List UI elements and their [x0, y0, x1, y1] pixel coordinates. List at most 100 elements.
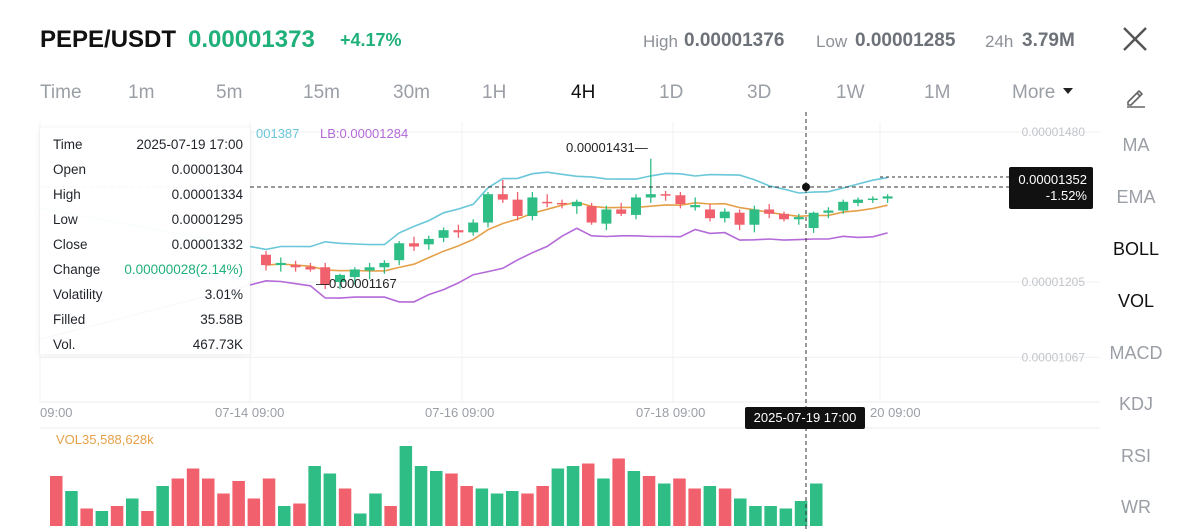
tab-4h[interactable]: 4H — [571, 82, 596, 103]
candle-body — [394, 243, 405, 261]
x-axis-label: 07-14 09:00 — [215, 405, 284, 420]
indicator-ema[interactable]: EMA — [1116, 187, 1156, 207]
boll-lower-line — [39, 227, 888, 341]
info-row-volatility: Volatility 3.01% — [53, 286, 243, 311]
volume-bar — [475, 488, 489, 526]
tab-1m[interactable]: 1m — [128, 82, 155, 103]
candle-body — [808, 212, 819, 228]
info-label: Time — [53, 137, 83, 152]
info-value: 35.58B — [200, 312, 243, 327]
info-row-low: Low 0.00001295 — [53, 211, 243, 236]
info-value: 2025-07-19 17:00 — [136, 137, 243, 152]
volume-bar — [50, 476, 63, 526]
tab-15m[interactable]: 15m — [303, 82, 340, 103]
candle-body — [586, 206, 597, 223]
high-label: High — [643, 32, 678, 51]
volume-bar — [430, 471, 443, 526]
indicator-kdj[interactable]: KDJ — [1118, 394, 1153, 414]
pair-name[interactable]: PEPE/USDT — [40, 26, 177, 53]
info-value: 0.00001332 — [171, 237, 243, 252]
max-price-text: 0.00001431 — [566, 140, 635, 155]
boll-ub-legend: 001387 — [256, 126, 300, 141]
candle-body — [734, 212, 745, 225]
volume-bar — [384, 506, 397, 526]
volume-bar — [627, 471, 641, 526]
tab-30m[interactable]: 30m — [393, 82, 430, 103]
info-row-time: Time 2025-07-19 17:00 — [53, 136, 243, 161]
info-label: Volatility — [53, 287, 103, 302]
volume-bar — [262, 478, 276, 526]
tab-1h[interactable]: 1H — [482, 82, 507, 103]
low-value: 0.00001285 — [855, 30, 956, 51]
y-axis-label: 0.00001480 — [1022, 125, 1086, 139]
crosshair-pct: -1.52% — [1045, 188, 1087, 203]
max-price-annotation: 0.00001431— — [566, 140, 648, 155]
candle-body — [409, 243, 419, 247]
volume-bar — [399, 446, 413, 526]
candle-body — [438, 230, 449, 238]
candle-body — [335, 274, 345, 282]
candle-body — [453, 230, 464, 233]
candle-body — [705, 209, 715, 219]
pencil-icon[interactable] — [1124, 84, 1148, 108]
volume-bar — [156, 486, 169, 526]
tab-1d[interactable]: 1D — [659, 82, 684, 103]
candle-body — [290, 265, 301, 268]
candle-body — [601, 209, 612, 224]
last-price: 0.00001373 — [188, 26, 315, 53]
volume-bar — [597, 478, 610, 526]
boll-upper-line — [39, 171, 888, 251]
candle-body — [468, 222, 479, 233]
close-icon[interactable] — [1120, 24, 1150, 54]
tab-1mo[interactable]: 1M — [924, 82, 951, 103]
info-row-vol: Vol. 467.73K — [53, 336, 243, 361]
tab-more[interactable]: More — [1012, 82, 1074, 104]
price-change: +4.17% — [340, 30, 402, 50]
volume-bar — [95, 511, 109, 526]
candlestick-chart[interactable]: 0.00001480 0.00001205 0.00001067 09:00 07-14… — [0, 112, 1100, 532]
info-label: Vol. — [53, 337, 76, 352]
tab-5m[interactable]: 5m — [216, 82, 243, 103]
y-axis-label: 0.00001205 — [1022, 275, 1086, 289]
candle-body — [764, 209, 775, 214]
info-label: Filled — [53, 312, 86, 327]
volume-bars — [50, 446, 823, 526]
info-label: Close — [53, 237, 88, 252]
indicator-boll[interactable]: BOLL — [1112, 239, 1160, 259]
volume-bar — [110, 506, 124, 526]
indicator-vol[interactable]: VOL — [1117, 291, 1155, 311]
volume-bar — [217, 493, 230, 526]
tab-3d[interactable]: 3D — [747, 82, 772, 103]
x-axis-label: 07-16 09:00 — [425, 405, 494, 420]
volume-bar — [521, 493, 534, 526]
min-price-text: 0.00001167 — [329, 276, 397, 291]
candle-body — [349, 269, 360, 278]
volume-bar — [551, 468, 565, 526]
info-row-close: Close 0.00001332 — [53, 236, 243, 261]
candle-body — [645, 194, 656, 198]
ticker-header: PEPE/USDT 0.00001373 +4.17% High 0.00001… — [0, 0, 1200, 80]
indicator-ma[interactable]: MA — [1122, 135, 1150, 155]
indicator-macd[interactable]: MACD — [1109, 343, 1163, 363]
candle-body — [261, 254, 271, 266]
tab-time[interactable]: Time — [40, 82, 82, 103]
indicator-wr[interactable]: WR — [1121, 497, 1151, 517]
candle-body — [483, 194, 493, 223]
indicator-rsi[interactable]: RSI — [1120, 446, 1151, 466]
volume-bar — [688, 488, 701, 526]
volume-bar — [323, 473, 337, 526]
x-axis-label: 20 09:00 — [870, 405, 921, 420]
volume-label: 24h — [985, 32, 1014, 51]
more-label: More — [1012, 82, 1056, 103]
crosshair-price-tag: 0.00001352 -1.52% — [1009, 167, 1093, 209]
y-axis-label: 0.00001067 — [1022, 350, 1086, 364]
info-value: 0.00000028(2.14%) — [124, 262, 243, 277]
tab-1w[interactable]: 1W — [836, 82, 865, 103]
boll-lb-legend: LB:0.00001284 — [320, 126, 409, 141]
candle-info-panel: Time 2025-07-19 17:00 Open 0.00001304 High… — [40, 128, 250, 354]
candle-body — [497, 194, 508, 200]
info-value: 467.73K — [192, 337, 243, 352]
info-row-high: High 0.00001334 — [53, 186, 243, 211]
candle-body — [749, 209, 760, 225]
crosshair-time-tag: 2025-07-19 17:00 — [745, 407, 865, 429]
